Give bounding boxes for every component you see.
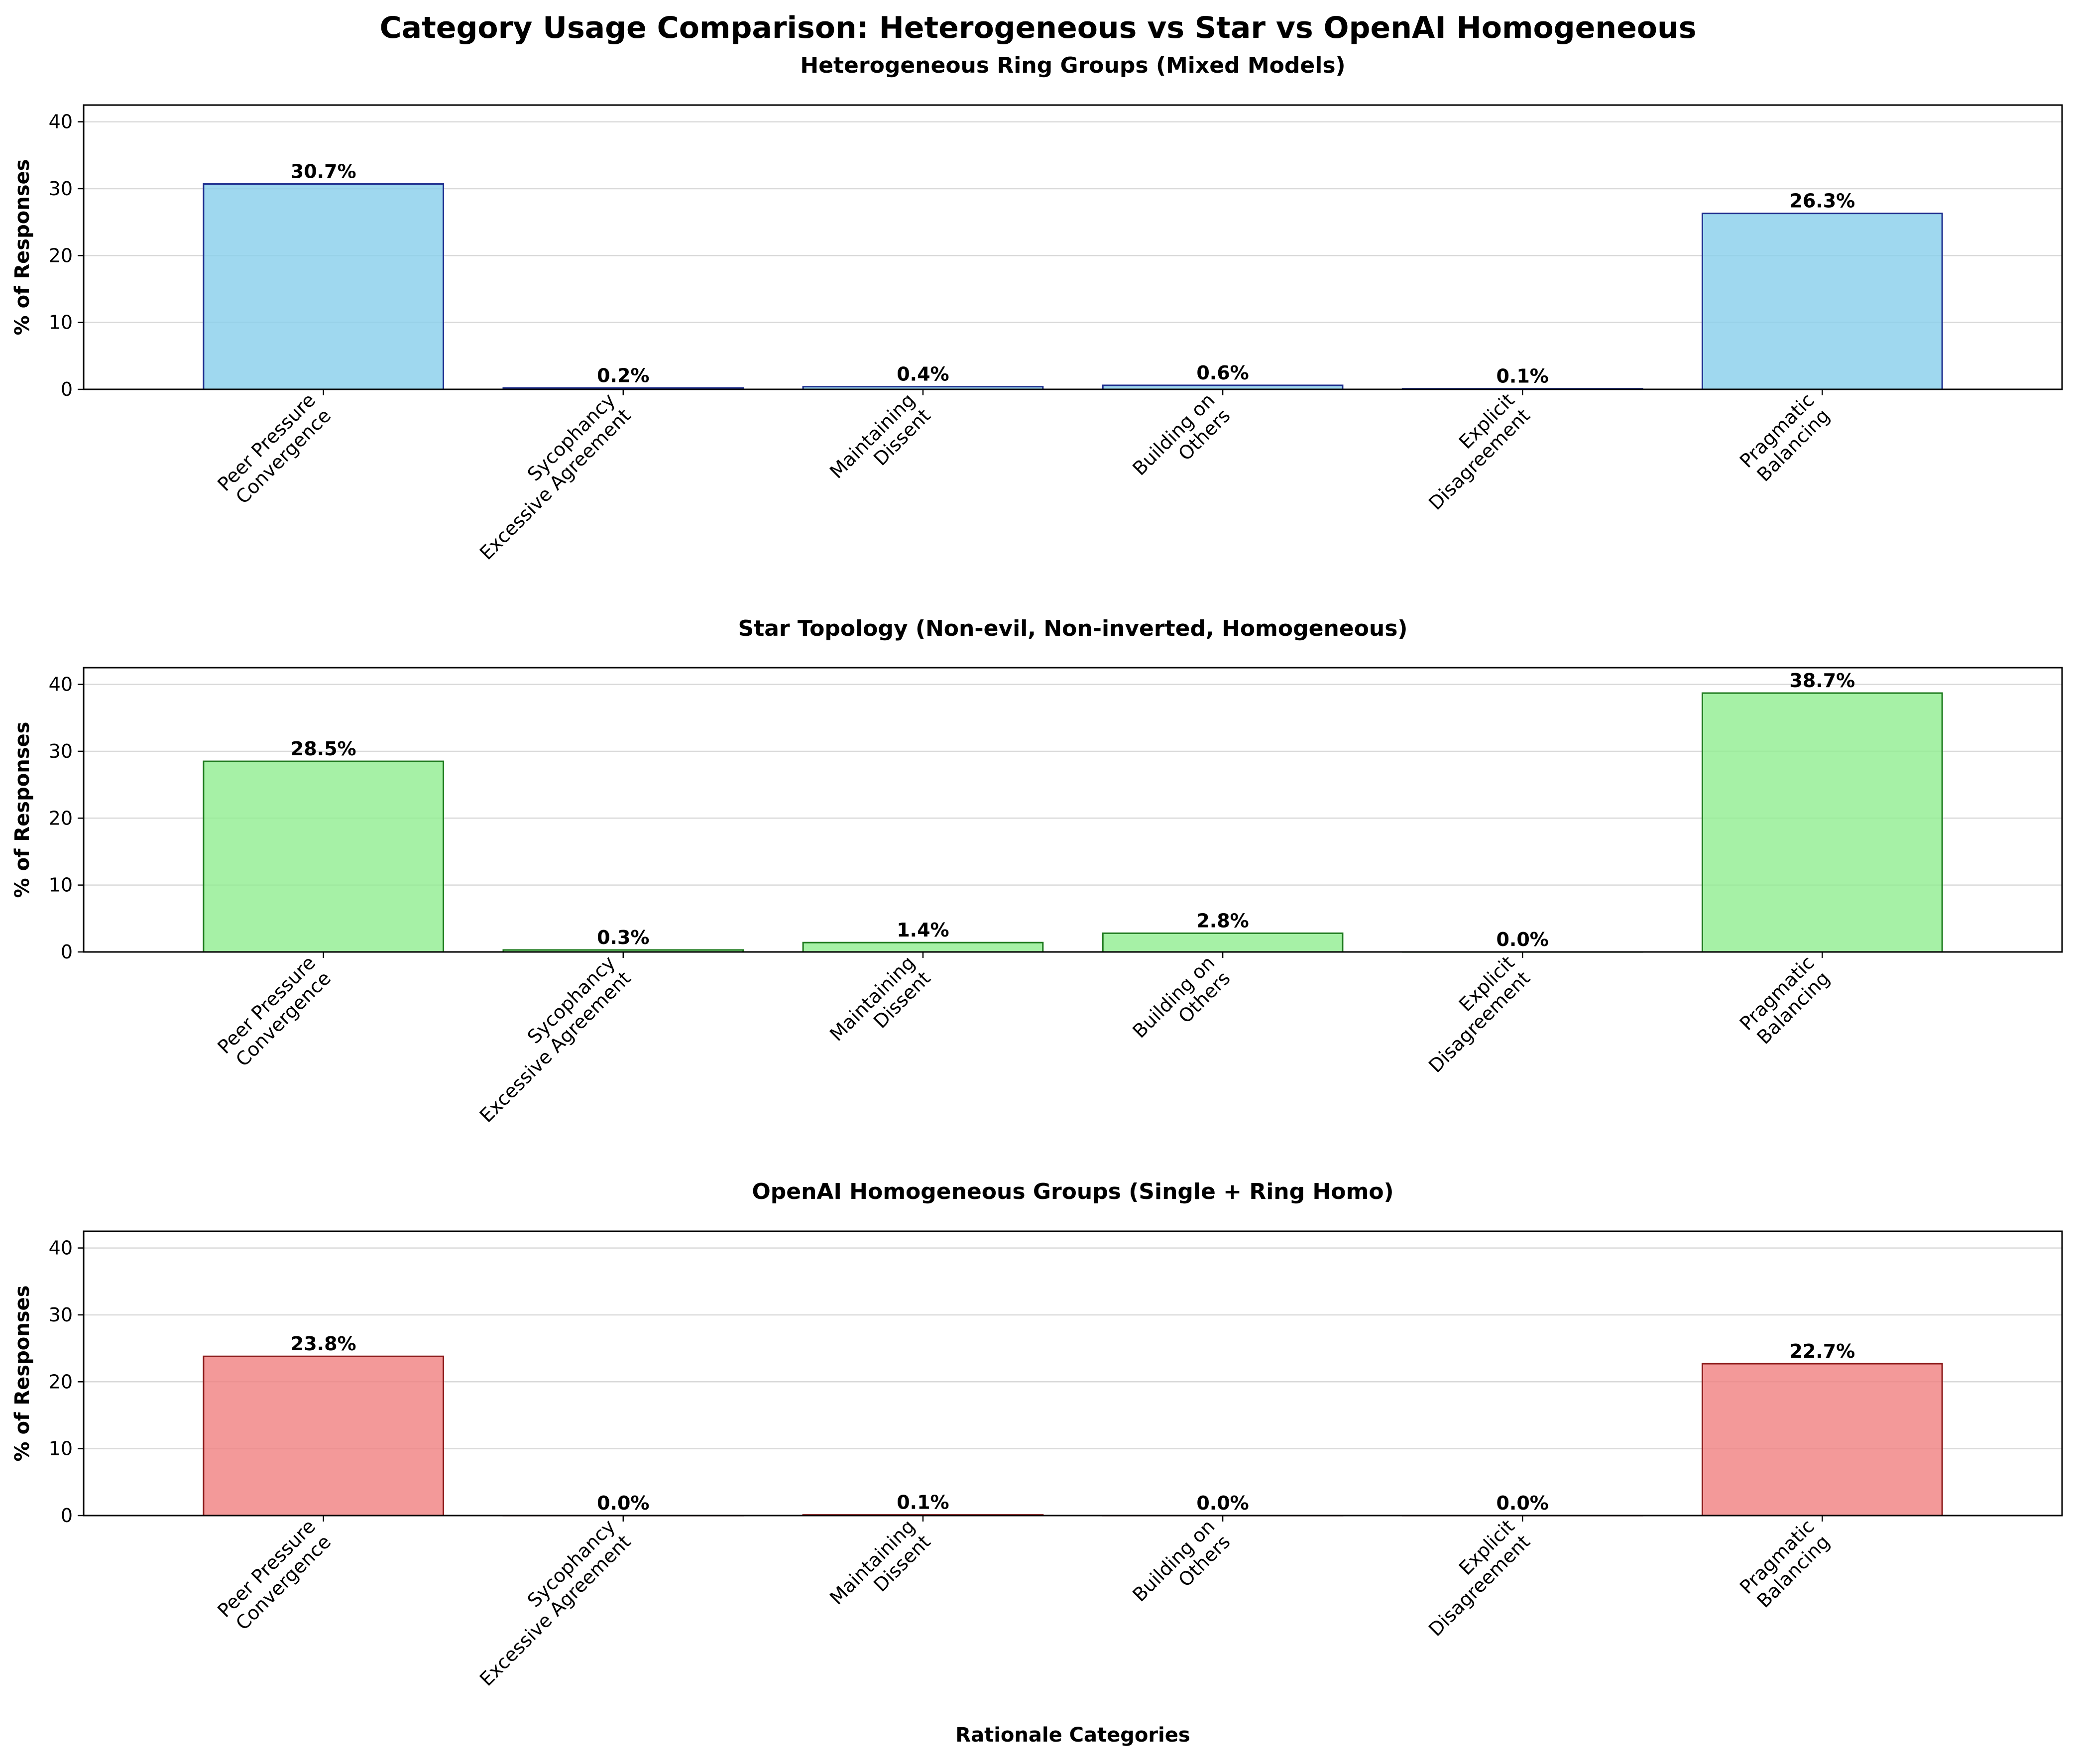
panel-2: Star Topology (Non-evil, Non-inverted, H… bbox=[11, 616, 2063, 1127]
bar bbox=[1701, 692, 1943, 953]
bar bbox=[203, 1355, 445, 1517]
x-tick-label: ExplicitDisagreement bbox=[1409, 1515, 1534, 1641]
bar-value-label: 38.7% bbox=[1789, 670, 1855, 692]
bar bbox=[1102, 932, 1344, 953]
x-tick-label: SycophancyExcessive Agreement bbox=[460, 389, 635, 564]
x-tick-label: ExplicitDisagreement bbox=[1409, 389, 1534, 514]
bar-value-label: 0.4% bbox=[897, 363, 949, 385]
bar bbox=[203, 183, 445, 390]
plot-frame bbox=[83, 1230, 2063, 1517]
plot-frame bbox=[83, 104, 2063, 390]
chart-panels: Heterogeneous Ring Groups (Mixed Models)… bbox=[11, 53, 2063, 1747]
y-tick-label: 0 bbox=[61, 1505, 73, 1527]
y-tick-label: 30 bbox=[49, 1304, 73, 1326]
bar-value-label: 0.3% bbox=[597, 927, 649, 948]
x-tick-label: Peer PressureConvergence bbox=[213, 389, 335, 511]
bar bbox=[802, 941, 1044, 953]
y-axis-label: % of Responses bbox=[11, 1286, 34, 1462]
x-tick-label: PragmaticBalancing bbox=[1735, 951, 1834, 1050]
panel-title: OpenAI Homogeneous Groups (Single + Ring… bbox=[752, 1179, 1393, 1204]
bar-value-label: 0.0% bbox=[1496, 1492, 1548, 1514]
x-tick-label: ExplicitDisagreement bbox=[1409, 951, 1534, 1077]
x-tick-label: Peer PressureConvergence bbox=[213, 951, 335, 1073]
bar-value-label: 0.0% bbox=[597, 1492, 649, 1514]
bar bbox=[1701, 213, 1943, 390]
y-tick-label: 40 bbox=[49, 674, 73, 696]
bar-value-label: 2.8% bbox=[1196, 910, 1249, 932]
bar-value-label: 23.8% bbox=[291, 1333, 356, 1355]
bar-value-label: 26.3% bbox=[1789, 190, 1855, 212]
bar bbox=[203, 760, 445, 953]
y-axis-label: % of Responses bbox=[11, 722, 34, 898]
plot-frame bbox=[83, 667, 2063, 953]
x-tick-label: Building onOthers bbox=[1128, 389, 1234, 495]
y-tick-label: 0 bbox=[61, 941, 73, 963]
y-axis-label: % of Responses bbox=[11, 159, 34, 336]
x-tick-label: PragmaticBalancing bbox=[1735, 389, 1834, 487]
bar-value-label: 0.1% bbox=[1496, 365, 1548, 387]
bar-value-label: 1.4% bbox=[897, 919, 949, 941]
x-tick-label: SycophancyExcessive Agreement bbox=[460, 951, 635, 1127]
x-tick-label: MaintainingDissent bbox=[825, 389, 934, 498]
y-tick-label: 40 bbox=[49, 1237, 73, 1259]
y-tick-label: 20 bbox=[49, 244, 73, 266]
y-tick-label: 10 bbox=[49, 874, 73, 896]
y-tick-label: 30 bbox=[49, 740, 73, 762]
x-tick-label: Peer PressureConvergence bbox=[213, 1515, 335, 1637]
panel-title: Heterogeneous Ring Groups (Mixed Models) bbox=[800, 53, 1345, 78]
bar-value-label: 0.0% bbox=[1496, 929, 1548, 950]
y-tick-label: 40 bbox=[49, 111, 73, 133]
bar-value-label: 0.1% bbox=[897, 1492, 949, 1514]
y-tick-label: 0 bbox=[61, 378, 73, 400]
x-tick-label: Building onOthers bbox=[1128, 951, 1234, 1058]
bar bbox=[1701, 1363, 1943, 1517]
x-tick-label: SycophancyExcessive Agreement bbox=[460, 1515, 635, 1690]
bar-value-label: 30.7% bbox=[291, 161, 356, 183]
y-tick-label: 20 bbox=[49, 1371, 73, 1393]
bar-value-label: 0.6% bbox=[1196, 362, 1249, 384]
y-tick-label: 20 bbox=[49, 807, 73, 829]
bar-value-label: 28.5% bbox=[291, 738, 356, 760]
x-tick-label: PragmaticBalancing bbox=[1735, 1515, 1834, 1614]
bar-value-label: 0.0% bbox=[1196, 1492, 1249, 1514]
y-tick-label: 10 bbox=[49, 312, 73, 334]
figure-title: Category Usage Comparison: Heterogeneous… bbox=[380, 10, 1697, 45]
y-tick-label: 30 bbox=[49, 178, 73, 200]
x-tick-label: MaintainingDissent bbox=[825, 1515, 934, 1624]
x-axis-label: Rationale Categories bbox=[955, 1724, 1190, 1747]
panel-3: OpenAI Homogeneous Groups (Single + Ring… bbox=[11, 1179, 2063, 1747]
x-tick-label: MaintainingDissent bbox=[825, 951, 934, 1060]
bar-value-label: 22.7% bbox=[1789, 1340, 1855, 1362]
panel-1: Heterogeneous Ring Groups (Mixed Models)… bbox=[11, 53, 2063, 564]
bar-value-label: 0.2% bbox=[597, 364, 649, 386]
y-tick-label: 10 bbox=[49, 1438, 73, 1460]
panel-title: Star Topology (Non-evil, Non-inverted, H… bbox=[738, 616, 1408, 641]
x-tick-label: Building onOthers bbox=[1128, 1515, 1234, 1621]
